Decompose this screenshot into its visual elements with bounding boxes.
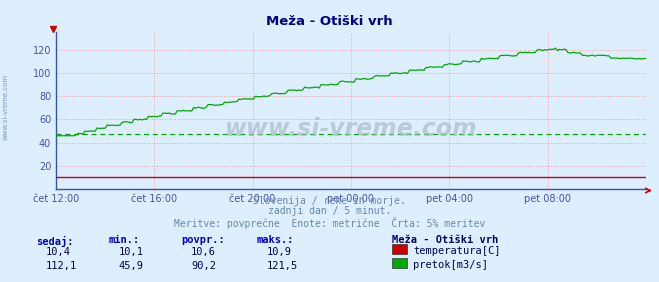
Text: Meža - Otiški vrh: Meža - Otiški vrh xyxy=(266,15,393,28)
Text: temperatura[C]: temperatura[C] xyxy=(413,246,501,256)
Text: 90,2: 90,2 xyxy=(191,261,216,271)
Text: min.:: min.: xyxy=(109,235,140,245)
Text: maks.:: maks.: xyxy=(257,235,295,245)
Text: 10,6: 10,6 xyxy=(191,247,216,257)
Text: sedaj:: sedaj: xyxy=(36,235,74,246)
Text: 112,1: 112,1 xyxy=(46,261,77,271)
Text: 45,9: 45,9 xyxy=(119,261,144,271)
Text: www.si-vreme.com: www.si-vreme.com xyxy=(225,118,477,142)
Text: Meritve: povprečne  Enote: metrične  Črta: 5% meritev: Meritve: povprečne Enote: metrične Črta:… xyxy=(174,217,485,229)
Text: www.si-vreme.com: www.si-vreme.com xyxy=(2,74,9,140)
Text: 10,9: 10,9 xyxy=(267,247,292,257)
Text: Meža - Otiški vrh: Meža - Otiški vrh xyxy=(392,235,498,245)
Text: Slovenija / reke in morje.: Slovenija / reke in morje. xyxy=(253,196,406,206)
Text: povpr.:: povpr.: xyxy=(181,235,225,245)
Text: 121,5: 121,5 xyxy=(267,261,298,271)
Text: 10,1: 10,1 xyxy=(119,247,144,257)
Text: zadnji dan / 5 minut.: zadnji dan / 5 minut. xyxy=(268,206,391,216)
Text: 10,4: 10,4 xyxy=(46,247,71,257)
Text: pretok[m3/s]: pretok[m3/s] xyxy=(413,260,488,270)
